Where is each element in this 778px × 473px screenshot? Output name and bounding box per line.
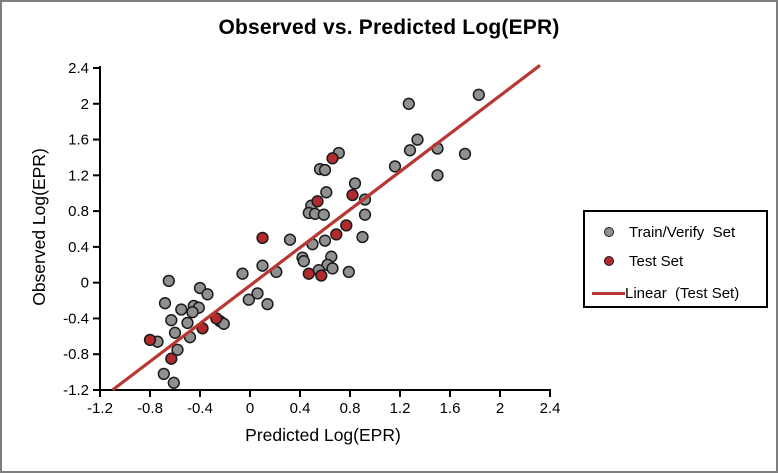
train-verify-point — [388, 160, 402, 173]
legend-label-train-verify: Train/Verify Set — [629, 223, 736, 241]
train-verify-point — [165, 314, 178, 327]
y-tick-label: 1.2 — [68, 167, 89, 184]
train-verify-point — [256, 259, 269, 272]
train-verify-point — [201, 288, 214, 301]
train-verify-point — [171, 343, 184, 356]
x-tick-label: -1.2 — [87, 400, 113, 417]
legend-item-linear: Linear (Test Set) — [585, 282, 766, 304]
test-set-point — [256, 231, 269, 245]
legend-label-linear: Linear (Test Set) — [625, 284, 740, 302]
train-verify-point — [472, 88, 485, 101]
chart-title: Observed vs. Predicted Log(EPR) — [218, 16, 560, 39]
train-verify-point — [402, 97, 415, 110]
train-verify-point — [320, 186, 333, 199]
test-set-point — [346, 188, 359, 202]
y-tick-label: 2.4 — [68, 60, 89, 77]
train-verify-point — [168, 326, 182, 339]
y-axis-label: Observed Log(EPR) — [29, 148, 49, 306]
linear-trendline-icon — [592, 291, 625, 295]
test-set-point — [326, 152, 339, 165]
test-set-point — [143, 333, 157, 347]
train-verify-point — [236, 267, 249, 280]
legend-label-test: Test Set — [629, 252, 684, 270]
train-verify-point — [158, 297, 172, 310]
test-set-point — [165, 352, 178, 365]
train-verify-point — [317, 208, 330, 221]
train-verify-point — [318, 234, 332, 247]
train-verify-point — [297, 255, 310, 268]
train-verify-point — [181, 316, 194, 330]
test-set-marker-icon — [604, 256, 614, 266]
test-set-point — [315, 269, 328, 282]
x-tick-label: 2.4 — [540, 400, 561, 417]
test-set-point — [302, 267, 315, 280]
train-verify-point — [251, 287, 264, 300]
x-tick-label: 2 — [496, 400, 504, 417]
y-tick-label: -1.2 — [63, 382, 89, 399]
y-tick-label: -0.4 — [63, 310, 89, 327]
x-tick-label: 0.8 — [340, 400, 361, 417]
train-verify-marker-icon — [604, 227, 614, 237]
legend-item-train-verify: Train/Verify Set — [585, 221, 766, 243]
train-verify-point — [358, 208, 372, 221]
y-tick-label: 1.6 — [68, 132, 89, 149]
legend: Train/Verify Set Test Set Linear (Test S… — [583, 210, 768, 308]
train-verify-point — [356, 230, 369, 244]
y-tick-label: 0.8 — [68, 203, 89, 220]
test-set-point — [330, 228, 343, 241]
test-set-point — [340, 219, 353, 232]
y-tick-label: 2 — [81, 96, 89, 113]
train-verify-point — [458, 147, 472, 161]
train-verify-point — [403, 144, 417, 157]
train-verify-point — [326, 262, 339, 275]
x-tick-label: 0.4 — [290, 400, 311, 417]
train-verify-point — [186, 306, 199, 319]
train-verify-point — [162, 274, 175, 288]
train-verify-point — [167, 376, 180, 389]
train-verify-point — [348, 177, 362, 190]
x-tick-label: 1.2 — [390, 400, 411, 417]
x-tick-label: 1.6 — [440, 400, 461, 417]
y-tick-label: 0.4 — [68, 239, 89, 256]
test-set-point — [311, 195, 324, 208]
train-verify-point — [175, 303, 188, 316]
train-verify-point — [411, 133, 424, 146]
train-verify-point — [283, 233, 297, 246]
train-verify-point — [157, 367, 170, 381]
x-tick-label: -0.8 — [137, 400, 163, 417]
x-tick-label: 0 — [246, 400, 254, 417]
linear-trendline — [111, 64, 541, 392]
y-tick-label: 0 — [81, 275, 89, 292]
train-verify-point — [242, 293, 255, 306]
x-axis-label: Predicted Log(EPR) — [245, 425, 401, 445]
x-tick-label: -0.4 — [187, 400, 213, 417]
train-verify-point — [261, 297, 274, 311]
train-verify-point — [318, 163, 332, 177]
train-verify-point — [431, 169, 444, 182]
legend-item-test: Test Set — [585, 250, 766, 272]
train-verify-point — [342, 265, 355, 279]
y-tick-label: -0.8 — [63, 346, 89, 363]
